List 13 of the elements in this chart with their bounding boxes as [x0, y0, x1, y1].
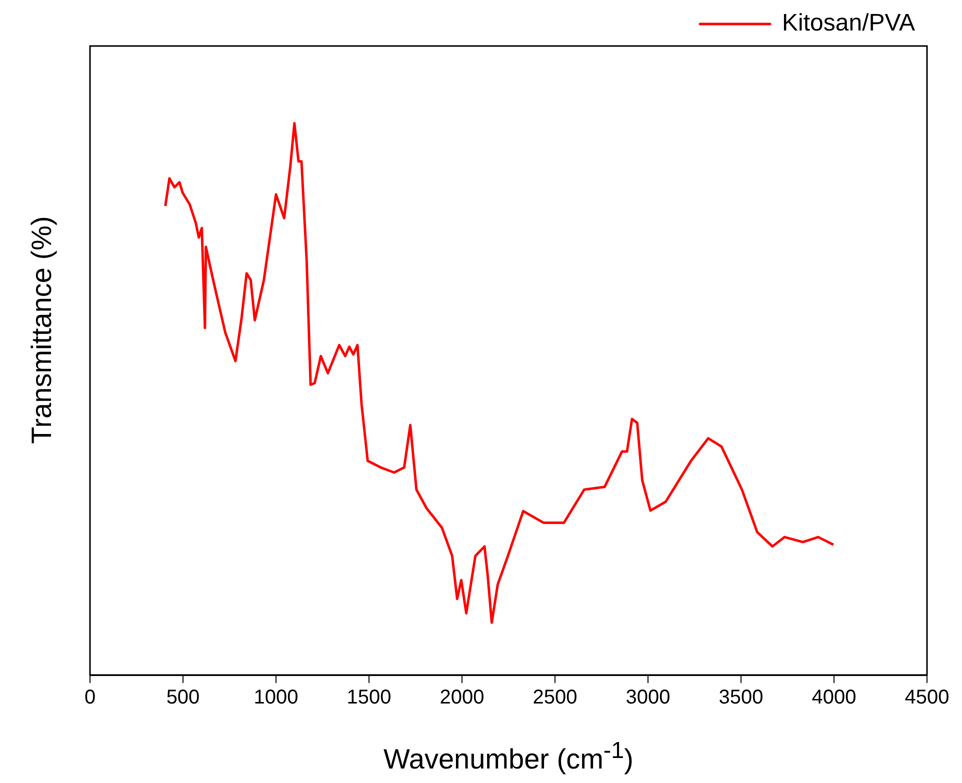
x-tick-label: 4000 [812, 686, 856, 709]
x-tick-label: 4500 [904, 686, 950, 709]
legend-label: Kitosan/PVA [782, 10, 916, 37]
x-tick-label: 3500 [718, 686, 764, 709]
x-tick-label: 2500 [532, 686, 578, 709]
x-tick-label: 1000 [254, 686, 298, 709]
x-tick-label: 1500 [346, 686, 392, 709]
y-axis-title: Transmittance (%) [26, 216, 58, 444]
x-tick-label: 2000 [440, 686, 484, 709]
x-tick-label: 0 [84, 686, 96, 709]
x-axis-title: Wavenumber (cm$^{-1}$) [382, 736, 634, 775]
x-tick-label: 3000 [626, 686, 670, 709]
x-tick-label: 500 [166, 686, 200, 709]
